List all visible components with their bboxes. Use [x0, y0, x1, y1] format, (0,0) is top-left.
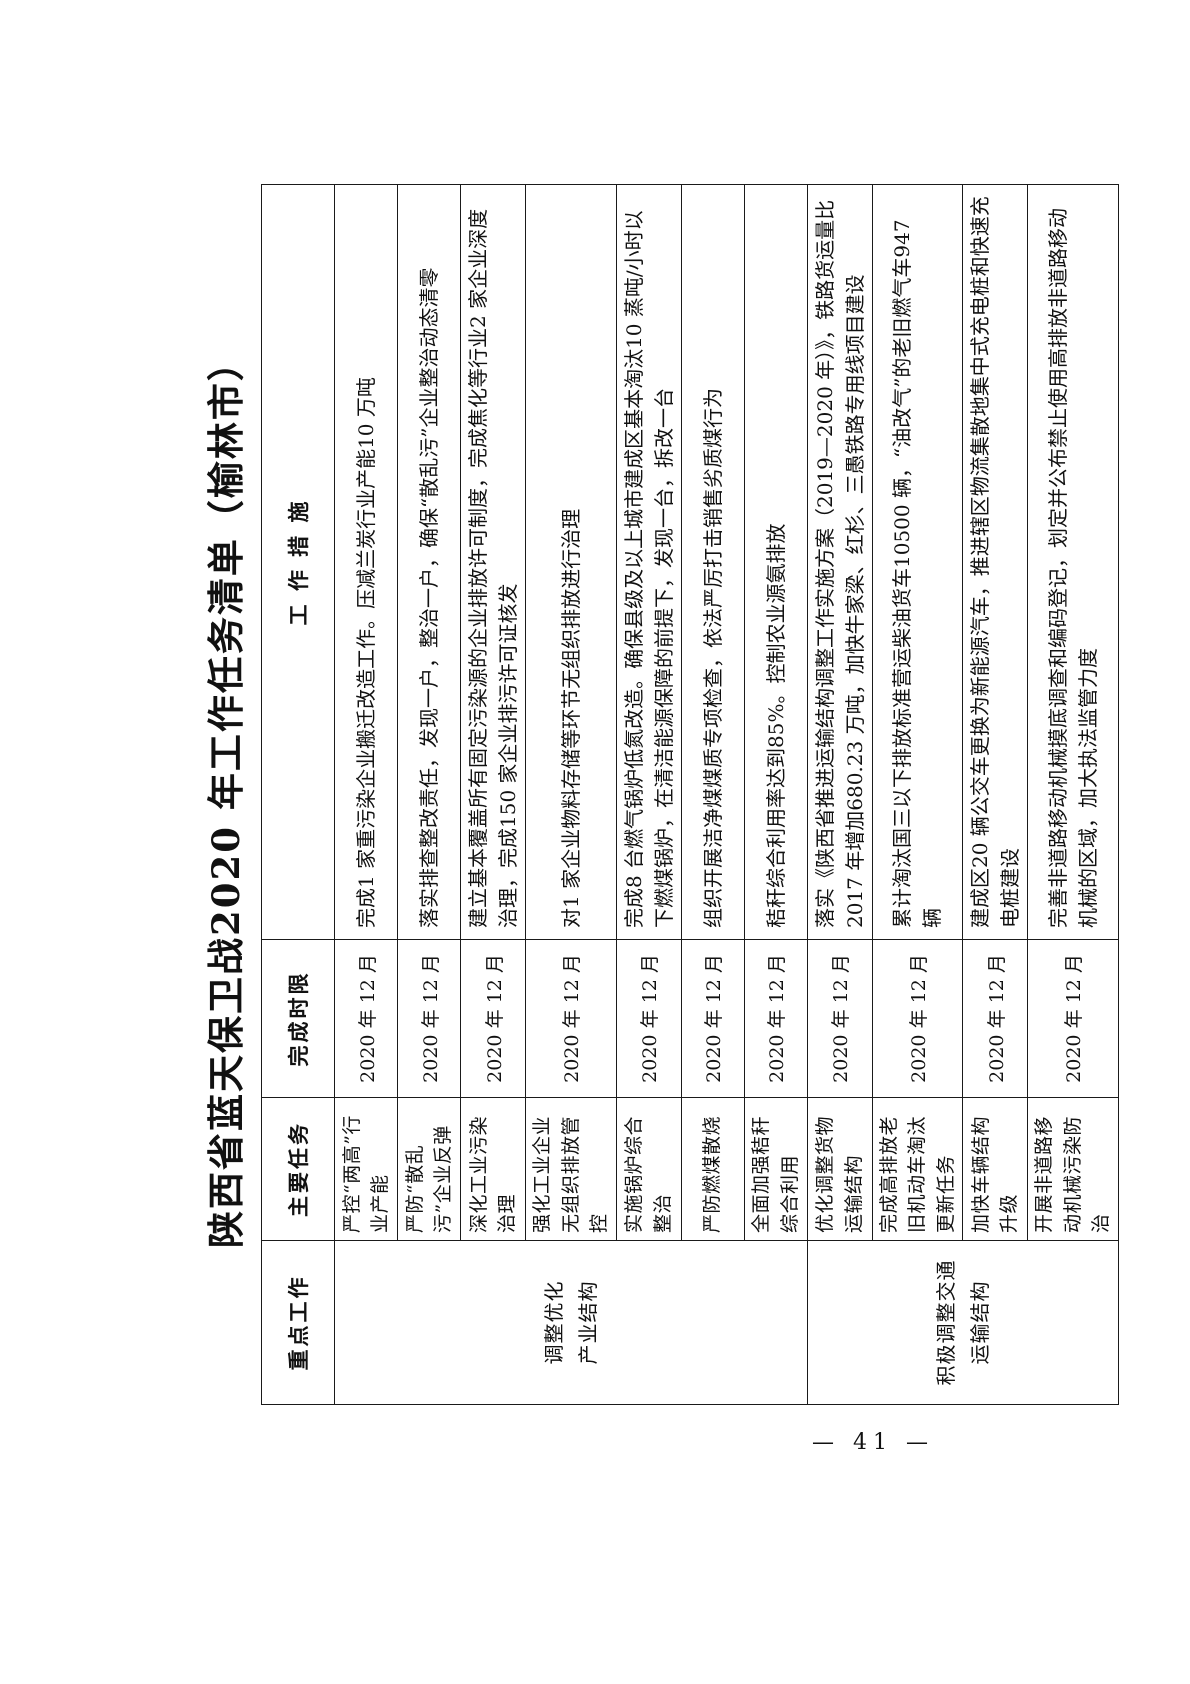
task-cell: 强化工业企业无组织排放管控: [525, 1097, 616, 1241]
table-row: 加快车辆结构升级 2020 年 12 月建成区20 辆公交车更换为新能源汽车，推进…: [962, 184, 1028, 1405]
task-cell: 加快车辆结构升级: [962, 1097, 1028, 1241]
measures-cell: 累计淘汰国三以下排放标准营运柴油货车10500 辆，“油改气”的老旧燃气车947…: [872, 184, 963, 940]
measures-cell: 完成8 台燃气锅炉低氮改造。确保县级及以上城市建成区基本淘汰10 蒸吨/小时以下…: [616, 184, 681, 940]
deadline-cell: 2020 年 12 月: [962, 939, 1028, 1098]
header-row: 重点工作 主要任务 完成时限工 作 措 施: [261, 184, 335, 1405]
deadline-cell: 2020 年 12 月: [807, 939, 872, 1098]
measures-cell: 完成1 家重污染企业搬迁改造工作。压减兰炭行业产能10 万吨: [334, 184, 398, 940]
deadline-cell: 2020 年 12 月: [744, 939, 807, 1098]
task-cell: 完成高排放老旧机动车淘汰更新任务: [872, 1097, 963, 1241]
deadline-cell: 2020 年 12 月: [872, 939, 963, 1098]
task-cell: 严防燃煤散烧: [681, 1097, 744, 1241]
column-header: 工 作 措 施: [261, 184, 335, 940]
table-row: 积极调整交通 运输结构 优化调整货物运输结构 2020 年 12 月落实《陕西省推进…: [807, 184, 1118, 1405]
deadline-cell: 2020 年 12 月: [460, 939, 526, 1098]
rotated-content: 陕西省蓝天保卫战2020 年工作任务清单（榆林市） 重点工作 主要任务 完成时限工 …: [185, 184, 1118, 1405]
measures-cell: 组织开展洁净煤煤质专项检查，依法严厉打击销售劣质煤行为: [681, 184, 744, 940]
deadline-cell: 2020 年 12 月: [334, 939, 398, 1098]
table-row: 严防燃煤散烧 2020 年 12 月组织开展洁净煤煤质专项检查，依法严厉打击销售劣…: [681, 184, 744, 1405]
deadline-cell: 2020 年 12 月: [525, 939, 616, 1098]
measures-cell: 秸秆综合利用率达到85%。控制农业源氨排放: [744, 184, 807, 940]
table-row: 严防“散乱污”企业反弹 2020 年 12 月落实排查整改责任，发现一户，整治一户…: [397, 184, 461, 1405]
key-work-cell: 积极调整交通 运输结构: [807, 1240, 1118, 1405]
measures-cell: 建成区20 辆公交车更换为新能源汽车，推进辖区物流集散地集中式充电桩和快速充电桩…: [962, 184, 1028, 940]
task-table: 重点工作 主要任务 完成时限工 作 措 施 调整优化 产业结构 严控“两高”行业产能 2…: [261, 184, 1119, 1405]
page-number: — 41 —: [812, 1430, 934, 1455]
task-cell: 实施锅炉综合整治: [616, 1097, 681, 1241]
task-cell: 深化工业污染治理: [460, 1097, 526, 1241]
deadline-cell: 2020 年 12 月: [681, 939, 744, 1098]
document-title: 陕西省蓝天保卫战2020 年工作任务清单（榆林市）: [204, 342, 248, 1248]
deadline-cell: 2020 年 12 月: [397, 939, 461, 1098]
measures-cell: 落实排查整改责任，发现一户，整治一户，确保“散乱污”企业整治动态清零: [397, 184, 461, 940]
table-row: 调整优化 产业结构 严控“两高”行业产能 2020 年 12 月完成1 家重污染企业…: [334, 184, 807, 1405]
column-header: 完成时限: [261, 939, 335, 1098]
deadline-cell: 2020 年 12 月: [1027, 939, 1118, 1098]
measures-cell: 对1 家企业物料存储等环节无组织排放进行治理: [525, 184, 616, 940]
task-cell: 严控“两高”行业产能: [334, 1097, 398, 1241]
table-row: 实施锅炉综合整治 2020 年 12 月完成8 台燃气锅炉低氮改造。确保县级及以上…: [616, 184, 681, 1405]
task-cell: 优化调整货物运输结构: [807, 1097, 872, 1241]
measures-cell: 建立基本覆盖所有固定污染源的企业排放许可制度，完成焦化等行业2 家企业深度治理，…: [460, 184, 526, 940]
table-row: 完成高排放老旧机动车淘汰更新任务 2020 年 12 月累计淘汰国三以下排放标准营…: [872, 184, 963, 1405]
measures-cell: 完善非道路移动机械摸底调查和编码登记，划定并公布禁止使用高排放非道路移动机械的区…: [1027, 184, 1118, 940]
table-row: 全面加强秸秆综合利用 2020 年 12 月秸秆综合利用率达到85%。控制农业源氨…: [744, 184, 807, 1405]
table-row: 强化工业企业无组织排放管控 2020 年 12 月对1 家企业物料存储等环节无组织…: [525, 184, 616, 1405]
task-cell: 全面加强秸秆综合利用: [744, 1097, 807, 1241]
column-header: 主要任务: [261, 1097, 335, 1241]
measures-cell: 落实《陕西省推进运输结构调整工作实施方案（2019—2020 年）》，铁路货运量…: [807, 184, 872, 940]
task-cell: 严防“散乱污”企业反弹: [397, 1097, 461, 1241]
deadline-cell: 2020 年 12 月: [616, 939, 681, 1098]
column-header: 重点工作: [261, 1240, 335, 1405]
table-row: 开展非道路移动机械污染防治 2020 年 12 月完善非道路移动机械摸底调查和编码…: [1027, 184, 1118, 1405]
key-work-cell: 调整优化 产业结构: [334, 1240, 807, 1405]
task-cell: 开展非道路移动机械污染防治: [1027, 1097, 1118, 1241]
table-row: 深化工业污染治理 2020 年 12 月建立基本覆盖所有固定污染源的企业排放许可制…: [460, 184, 526, 1405]
